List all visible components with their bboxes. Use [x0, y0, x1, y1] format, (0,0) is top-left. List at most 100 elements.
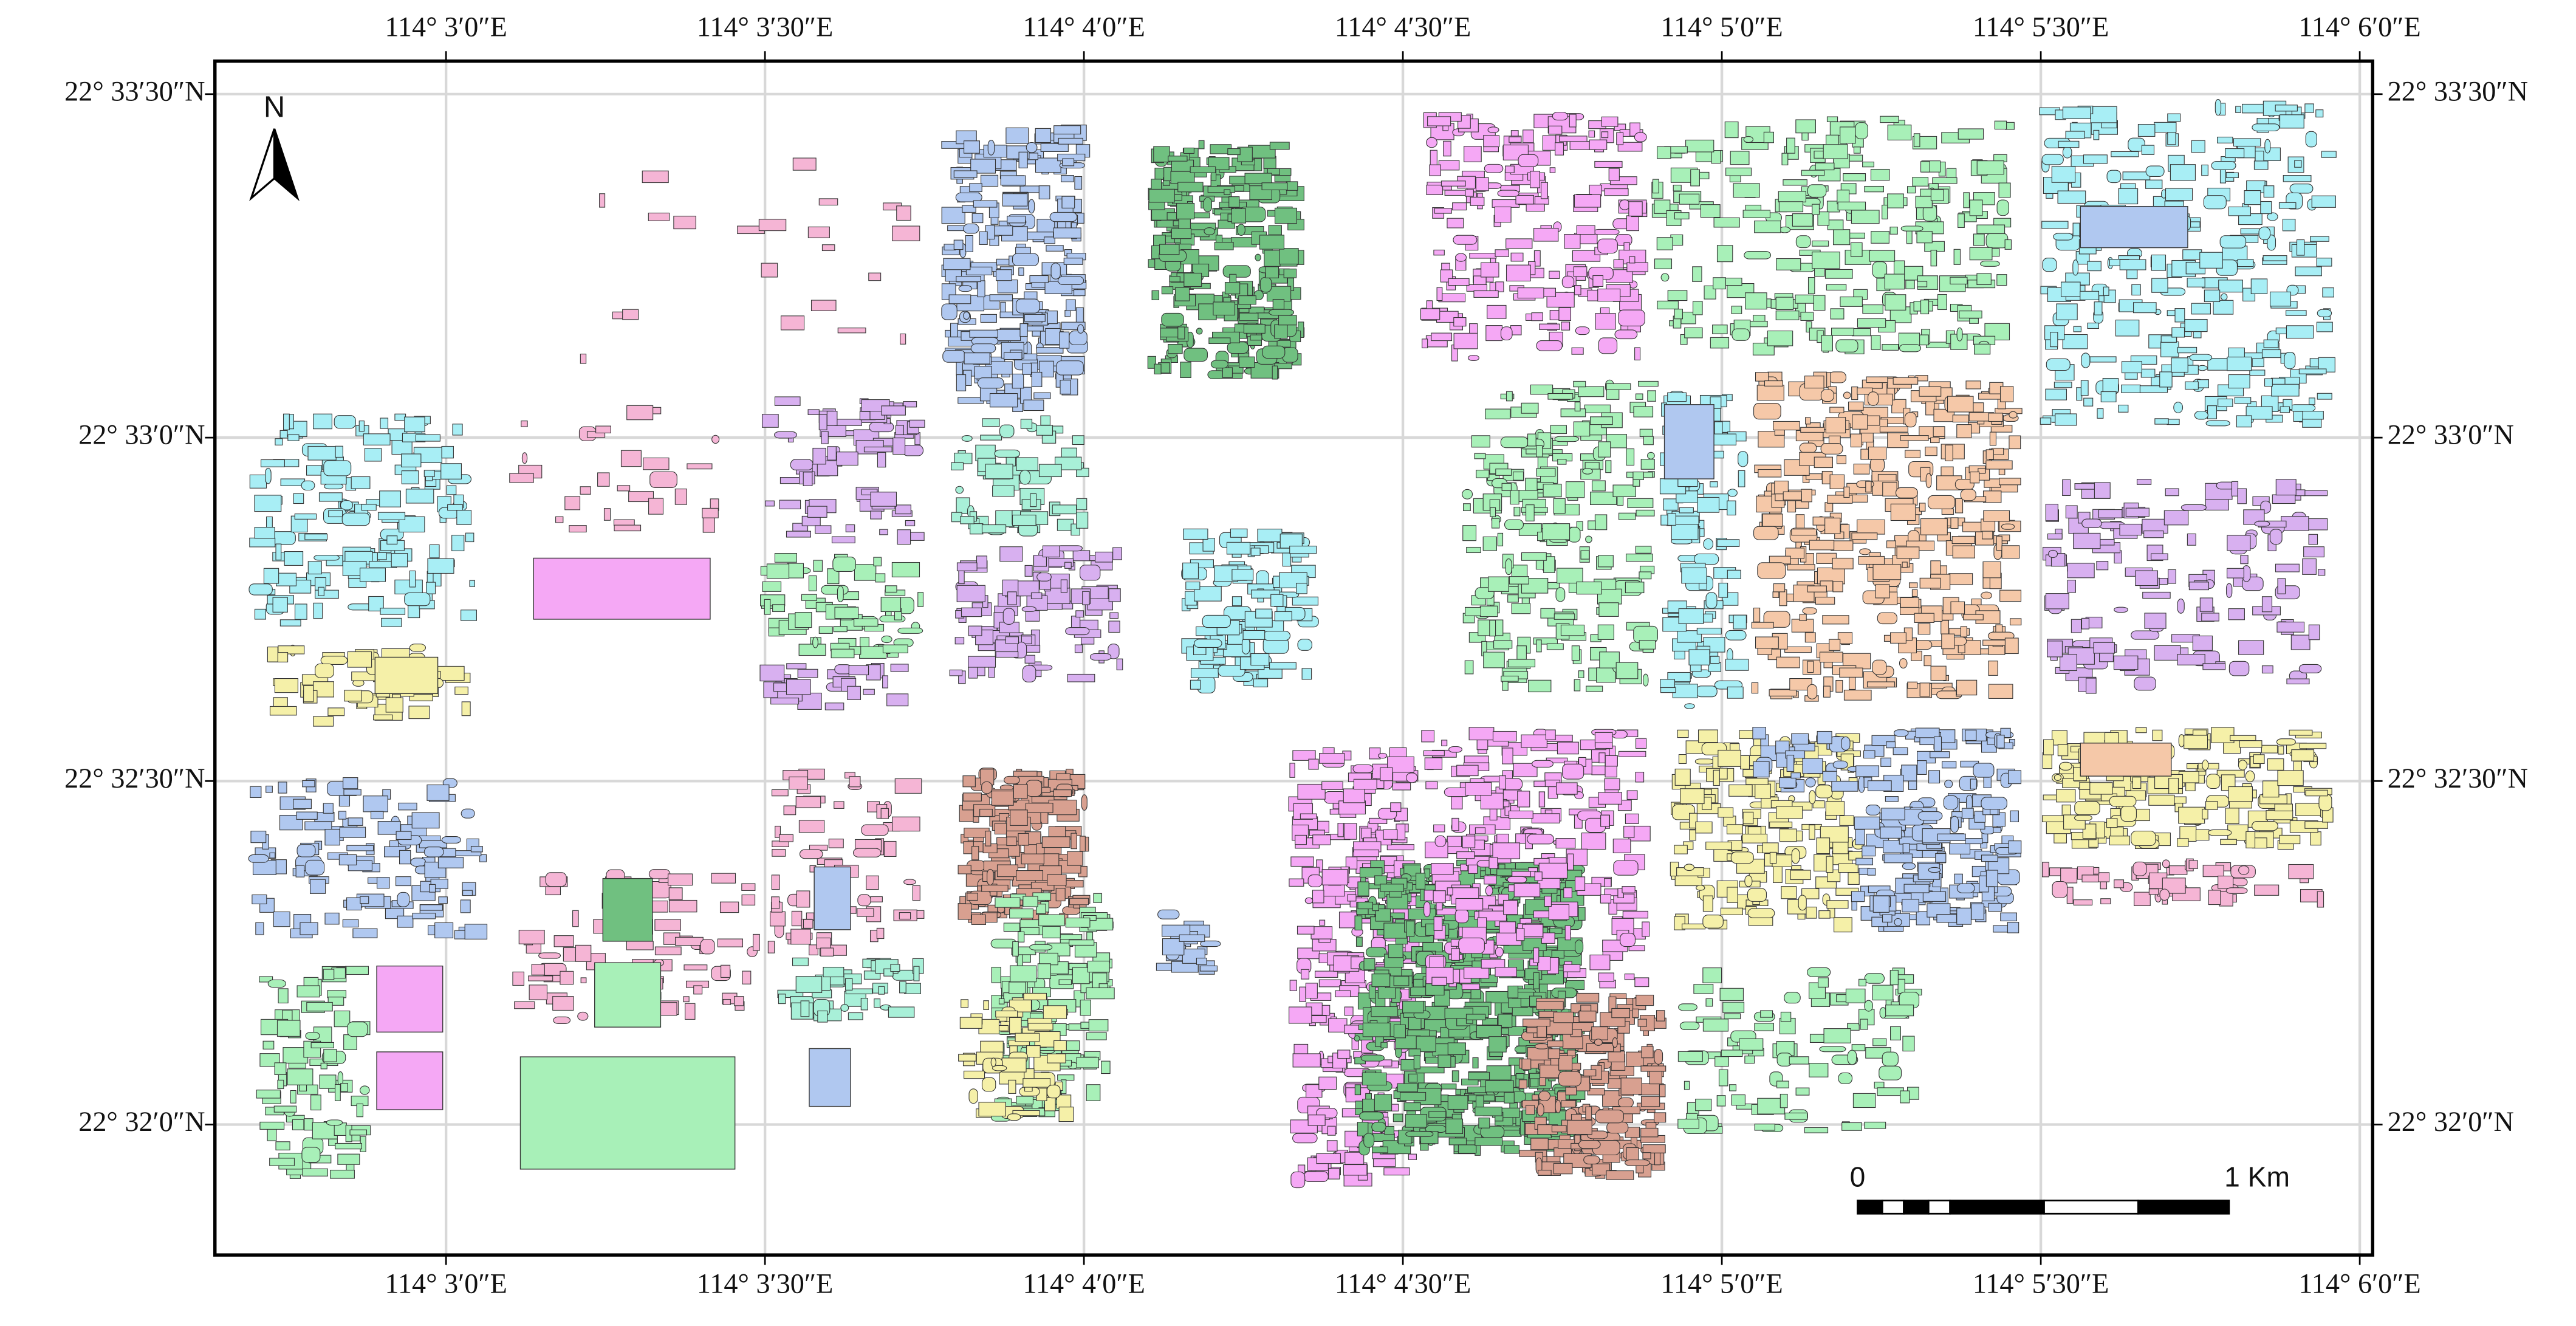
building	[1981, 854, 1998, 862]
building	[1639, 571, 1652, 580]
building	[1272, 365, 1278, 380]
building	[1639, 640, 1656, 650]
building	[1066, 299, 1076, 311]
building	[1269, 142, 1290, 150]
building	[1405, 1114, 1427, 1128]
building	[1667, 513, 1676, 526]
building	[338, 854, 357, 865]
building	[903, 401, 917, 408]
building	[1995, 408, 2023, 414]
building	[1969, 318, 1979, 324]
building	[1786, 137, 1795, 154]
building	[1065, 880, 1084, 888]
building	[895, 504, 911, 515]
building	[1866, 376, 1888, 383]
building	[2004, 239, 2012, 250]
building	[2083, 397, 2094, 407]
building	[1862, 162, 1874, 168]
building	[775, 825, 781, 838]
building	[1440, 1084, 1457, 1090]
building	[1778, 201, 1804, 213]
building	[287, 434, 300, 441]
building	[1778, 191, 1806, 202]
building	[813, 560, 823, 572]
building	[1755, 372, 1769, 382]
building	[1928, 867, 1941, 873]
building	[2057, 190, 2086, 204]
building	[340, 1083, 348, 1092]
building	[1447, 218, 1464, 228]
building	[2066, 887, 2074, 904]
building	[1319, 919, 1326, 926]
building	[2202, 759, 2209, 771]
building	[1738, 470, 1745, 487]
building	[1301, 969, 1310, 980]
building	[1970, 472, 1980, 484]
building	[1801, 888, 1820, 899]
building	[1241, 637, 1250, 654]
building	[2199, 597, 2213, 612]
building	[783, 805, 796, 816]
building	[628, 491, 654, 503]
building	[1024, 654, 1035, 664]
building	[2080, 290, 2100, 301]
building	[1708, 662, 1722, 672]
building	[994, 449, 1020, 458]
building	[1573, 380, 1586, 388]
building	[278, 645, 305, 654]
building	[1705, 842, 1732, 850]
building	[1087, 960, 1110, 973]
building	[2237, 488, 2247, 504]
building	[1312, 834, 1331, 845]
building	[2184, 318, 2208, 332]
building	[1917, 623, 1931, 635]
building	[1950, 517, 1959, 529]
building	[981, 1077, 996, 1092]
building	[870, 510, 882, 520]
building	[1536, 639, 1542, 653]
building	[1982, 561, 2001, 579]
building	[2276, 738, 2296, 746]
building	[278, 988, 289, 1004]
building	[1009, 981, 1026, 994]
building	[1250, 548, 1261, 556]
building	[1183, 147, 1194, 154]
building	[1776, 806, 1803, 819]
building	[1869, 457, 1885, 472]
building	[2125, 507, 2150, 517]
building	[575, 944, 592, 962]
building	[560, 970, 574, 985]
building	[1917, 281, 1928, 287]
building	[1862, 845, 1876, 857]
building	[1985, 870, 1998, 887]
building	[759, 664, 785, 682]
building	[379, 490, 401, 507]
building	[1283, 269, 1297, 278]
building	[964, 352, 990, 365]
building	[1851, 210, 1880, 224]
building	[1667, 392, 1687, 402]
building	[807, 409, 820, 415]
building	[1965, 838, 1983, 845]
building	[1822, 771, 1837, 782]
building	[1019, 470, 1031, 485]
building	[2250, 278, 2268, 294]
building	[771, 874, 780, 890]
building	[1619, 512, 1636, 520]
building	[2121, 384, 2141, 393]
building	[1730, 851, 1754, 864]
building	[1572, 250, 1601, 262]
building	[2199, 252, 2223, 269]
building	[1050, 263, 1061, 280]
building	[347, 651, 372, 668]
building	[1851, 386, 1858, 400]
building	[897, 627, 923, 634]
building	[1047, 1085, 1061, 1099]
building	[2060, 654, 2077, 672]
building	[992, 1065, 1007, 1071]
building	[1301, 668, 1312, 680]
building	[529, 984, 548, 1000]
building	[2263, 185, 2275, 198]
building	[2072, 259, 2079, 276]
building	[1632, 472, 1644, 480]
